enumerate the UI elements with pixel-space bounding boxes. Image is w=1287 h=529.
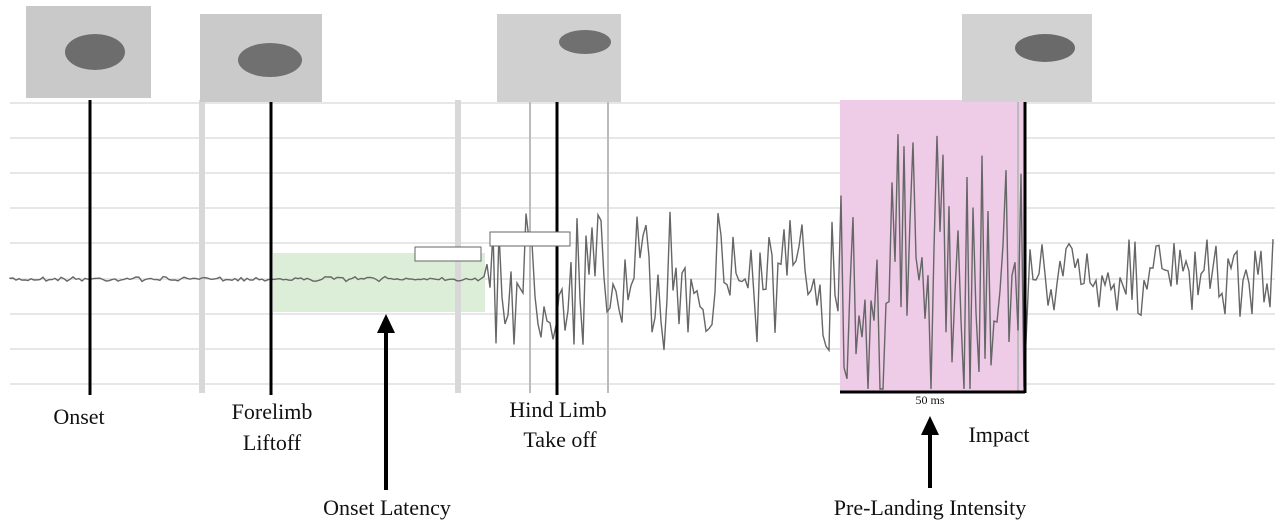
event-label: Liftoff	[243, 430, 302, 455]
trace-label-box	[415, 247, 481, 261]
photos	[26, 6, 1092, 102]
scale-bar-label: 50 ms	[915, 393, 944, 407]
event-label: Hind Limb	[509, 397, 606, 422]
event-label: Impact	[968, 422, 1029, 447]
event-label: Onset	[53, 404, 104, 429]
measure-label: Onset Latency	[323, 495, 451, 520]
event-label: Take off	[523, 427, 597, 452]
trace-label-box	[490, 232, 570, 246]
event-label: Forelimb	[232, 399, 313, 424]
measure-label: Pre-Landing Intensity	[834, 495, 1026, 520]
figure: Onset Forelimb Liftoff Hind Limb Take of…	[0, 0, 1287, 529]
latency-window	[273, 253, 485, 312]
